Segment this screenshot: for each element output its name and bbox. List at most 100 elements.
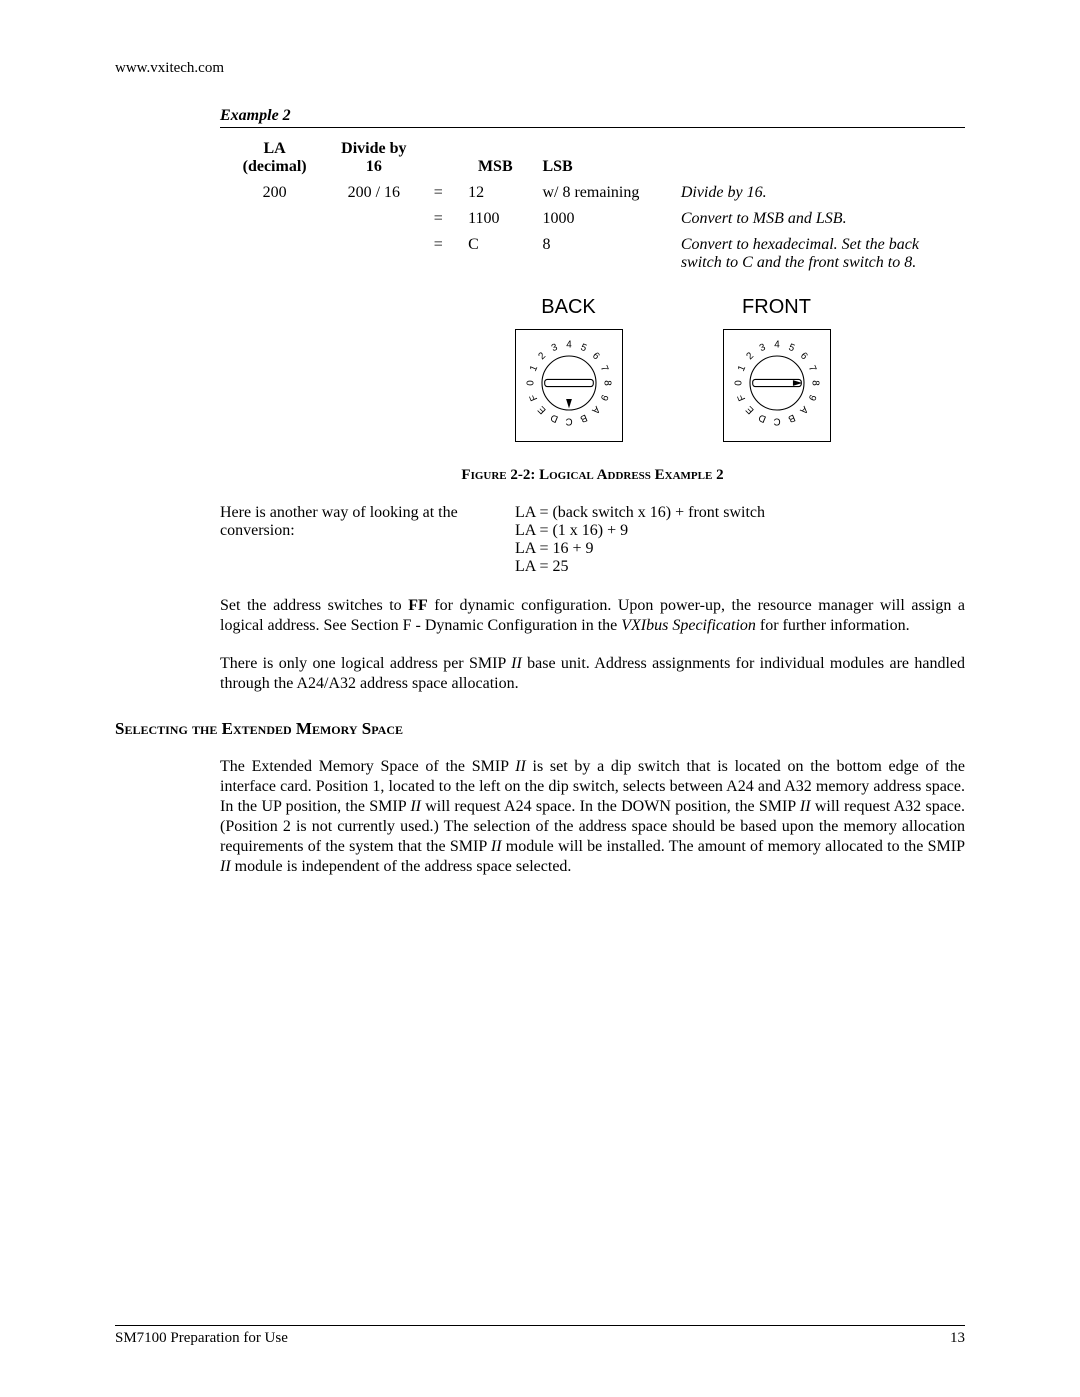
svg-text:D: D <box>549 411 560 424</box>
p1-bold: FF <box>408 597 428 614</box>
conversion-block: Here is another way of looking at the co… <box>220 504 965 576</box>
table-row: = C 8 Convert to hexadecimal. Set the ba… <box>220 232 965 276</box>
paragraph-3: The Extended Memory Space of the SMIP II… <box>220 757 965 877</box>
cell-msb: 1100 <box>458 206 532 232</box>
th-msb: MSB <box>458 136 532 180</box>
footer-right: 13 <box>950 1330 965 1347</box>
svg-text:6: 6 <box>589 350 601 362</box>
svg-text:5: 5 <box>786 342 796 354</box>
example-title: Example 2 <box>220 107 965 128</box>
svg-text:F: F <box>527 393 539 403</box>
svg-text:3: 3 <box>549 342 559 354</box>
cell-note: Convert to hexadecimal. Set the back swi… <box>671 232 965 276</box>
svg-text:7: 7 <box>597 364 609 373</box>
p3-c: will request A24 space. In the DOWN posi… <box>421 798 800 815</box>
svg-text:C: C <box>565 415 572 426</box>
content-area: Example 2 LA (decimal) Divide by 16 MSB … <box>220 107 965 877</box>
p3-f: module is independent of the address spa… <box>231 858 572 875</box>
page: www.vxitech.com Example 2 LA (decimal) D… <box>0 0 1080 1397</box>
svg-text:E: E <box>535 403 548 416</box>
th-divide: Divide by 16 <box>329 136 418 180</box>
figure-caption: Figure 2-2: Logical Address Example 2 <box>220 467 965 484</box>
svg-text:4: 4 <box>566 340 572 351</box>
cell-msb: C <box>458 232 532 276</box>
cell-note: Convert to MSB and LSB. <box>671 206 965 232</box>
cell-eq: = <box>418 232 458 276</box>
front-switch-block: FRONT 0 123456 7 8 9ABCDEF <box>723 296 831 442</box>
cell-la: 200 <box>220 180 329 206</box>
svg-text:1: 1 <box>735 363 747 373</box>
svg-text:0: 0 <box>525 380 536 386</box>
conversion-lines: LA = (back switch x 16) + front switch L… <box>515 504 965 576</box>
cell-msb: 12 <box>458 180 532 206</box>
conv-line: LA = (back switch x 16) + front switch <box>515 504 965 522</box>
conv-line: LA = (1 x 16) + 9 <box>515 522 965 540</box>
svg-text:A: A <box>797 404 810 417</box>
svg-text:0: 0 <box>733 380 744 386</box>
svg-text:8: 8 <box>809 380 820 386</box>
p3-i5: II <box>220 858 231 875</box>
conversion-table: LA (decimal) Divide by 16 MSB LSB 200 20… <box>220 136 965 276</box>
svg-text:A: A <box>589 404 602 417</box>
cell-note: Divide by 16. <box>671 180 965 206</box>
front-switch-dial: 0 123456 7 8 9ABCDEF <box>732 338 822 428</box>
svg-text:E: E <box>743 403 756 416</box>
back-switch-box: 0 123456 7 8 9ABCDEF <box>515 329 623 442</box>
svg-text:4: 4 <box>774 340 780 351</box>
svg-text:7: 7 <box>805 364 817 373</box>
header-url: www.vxitech.com <box>115 60 965 77</box>
svg-text:3: 3 <box>757 342 767 354</box>
footer-left: SM7100 Preparation for Use <box>115 1330 288 1347</box>
cell-div: 200 / 16 <box>329 180 418 206</box>
p3-e: module will be installed. The amount of … <box>502 838 965 855</box>
svg-text:1: 1 <box>527 363 539 373</box>
table-row: 200 200 / 16 = 12 w/ 8 remaining Divide … <box>220 180 965 206</box>
cell-lsb: w/ 8 remaining <box>532 180 670 206</box>
conversion-intro: Here is another way of looking at the co… <box>220 504 515 576</box>
svg-text:8: 8 <box>601 380 612 386</box>
th-la-text: LA (decimal) <box>243 140 307 175</box>
front-switch-box: 0 123456 7 8 9ABCDEF <box>723 329 831 442</box>
svg-text:9: 9 <box>805 393 817 403</box>
table-row: = 1100 1000 Convert to MSB and LSB. <box>220 206 965 232</box>
p3-i1: II <box>515 758 526 775</box>
svg-text:9: 9 <box>597 393 609 403</box>
th-divide-text: Divide by 16 <box>341 140 406 175</box>
cell-eq: = <box>418 206 458 232</box>
conv-line: LA = 16 + 9 <box>515 540 965 558</box>
p3-i4: II <box>491 838 502 855</box>
svg-text:2: 2 <box>744 350 756 362</box>
paragraph-1: Set the address switches to FF for dynam… <box>220 596 965 636</box>
th-note <box>671 136 965 180</box>
svg-text:6: 6 <box>797 350 809 362</box>
svg-text:5: 5 <box>578 342 588 354</box>
p2-a: There is only one logical address per SM… <box>220 655 511 672</box>
back-switch-label: BACK <box>515 296 623 319</box>
th-lsb: LSB <box>532 136 670 180</box>
th-eq <box>418 136 458 180</box>
p1-c: for further information. <box>756 617 910 634</box>
svg-text:D: D <box>757 411 768 424</box>
svg-text:F: F <box>735 393 747 403</box>
front-switch-label: FRONT <box>723 296 831 319</box>
back-switch-block: BACK 0 123456 7 8 9ABCDEF <box>515 296 623 442</box>
svg-text:2: 2 <box>536 350 548 362</box>
p3-i3: II <box>800 798 811 815</box>
footer: SM7100 Preparation for Use 13 <box>115 1325 965 1347</box>
p3-a: The Extended Memory Space of the SMIP <box>220 758 515 775</box>
p1-a: Set the address switches to <box>220 597 408 614</box>
p3-i2: II <box>410 798 421 815</box>
cell-eq: = <box>418 180 458 206</box>
conv-line: LA = 25 <box>515 558 965 576</box>
cell-lsb: 8 <box>532 232 670 276</box>
svg-text:C: C <box>773 415 780 426</box>
cell-lsb: 1000 <box>532 206 670 232</box>
svg-text:B: B <box>785 412 796 425</box>
paragraph-2: There is only one logical address per SM… <box>220 654 965 694</box>
p1-ital: VXIbus Specification <box>621 617 756 634</box>
switch-diagram-row: BACK 0123456789ABCDEF FRONT 0123456789AB… <box>380 296 965 442</box>
svg-text:B: B <box>577 412 588 425</box>
th-la: LA (decimal) <box>220 136 329 180</box>
section-heading: Selecting the Extended Memory Space <box>115 719 965 739</box>
back-switch-dial: 0 123456 7 8 9ABCDEF <box>524 338 614 428</box>
